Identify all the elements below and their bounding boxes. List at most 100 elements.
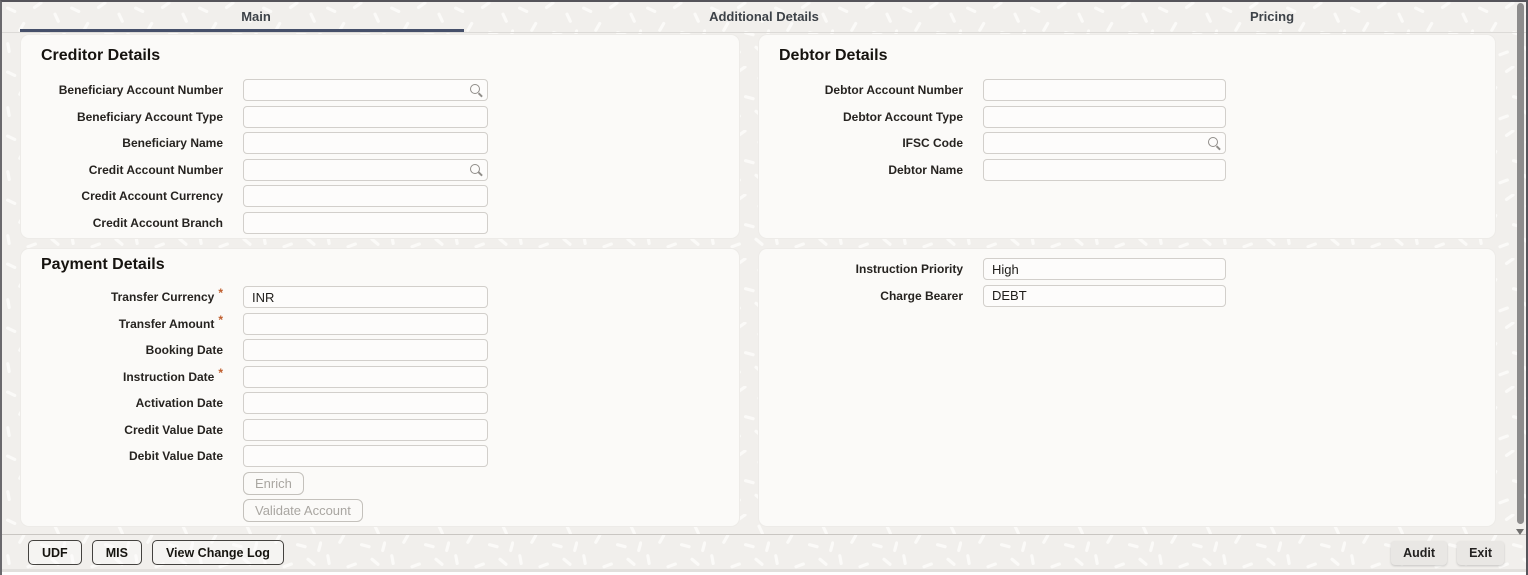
field-label: Instruction Date * [122, 365, 223, 384]
field-label: Transfer Amount * [118, 312, 223, 331]
field-input-wrap [243, 211, 488, 234]
field-input-wrap [983, 132, 1226, 154]
field-input[interactable] [243, 286, 488, 308]
field-input-wrap [243, 132, 488, 154]
field-row: Activation Date* [21, 392, 739, 414]
field-input-wrap [983, 258, 1226, 280]
field-label: Credit Account Number* [88, 162, 223, 177]
field-label: Beneficiary Account Type* [76, 109, 223, 124]
field-row: Instruction Date * [21, 365, 739, 388]
field-input-wrap [243, 158, 488, 181]
field-label: Instruction Priority* [855, 262, 963, 276]
required-asterisk: * [218, 312, 223, 327]
udf-button[interactable]: UDF [28, 540, 82, 565]
field-row: Beneficiary Account Type* [21, 105, 739, 128]
bottom-strip [2, 569, 1526, 572]
field-row: Booking Date* [21, 339, 739, 361]
field-input-wrap [243, 418, 488, 441]
field-label: Beneficiary Name* [122, 136, 223, 150]
field-row: Credit Account Number* [21, 158, 739, 181]
field-input-wrap [243, 312, 488, 335]
payment-fields: Transfer Currency* Transfer Amount* Book… [21, 286, 739, 472]
field-row: Credit Account Branch* [21, 211, 739, 234]
field-input[interactable] [983, 79, 1226, 101]
field-row: Debtor Account Type* [759, 105, 1495, 128]
search-icon[interactable] [1208, 137, 1218, 147]
field-label: Debtor Account Type* [842, 109, 963, 124]
field-input[interactable] [243, 445, 488, 467]
tab-bar: Main Additional Details Pricing [2, 2, 1526, 32]
search-icon[interactable] [470, 163, 480, 174]
enrich-button[interactable]: Enrich [243, 472, 304, 495]
field-input[interactable] [983, 132, 1226, 154]
mis-button[interactable]: MIS [91, 540, 142, 565]
field-row: Charge Bearer* [759, 284, 1495, 307]
field-label: Credit Account Currency* [81, 189, 223, 203]
field-input[interactable] [243, 132, 488, 154]
field-row: Debtor Name* [759, 158, 1495, 181]
field-input[interactable] [983, 258, 1226, 280]
chevron-down-icon[interactable] [1516, 529, 1524, 535]
field-input-wrap [243, 392, 488, 414]
field-input-wrap [983, 158, 1226, 181]
field-label: Booking Date* [145, 343, 223, 357]
field-input-wrap [243, 339, 488, 361]
field-row: Debit Value Date* [21, 445, 739, 467]
footer-left-buttons: UDF MIS View Change Log [28, 540, 284, 565]
debtor-fields: Debtor Account Number* Debtor Account Ty… [759, 79, 1495, 185]
validate-account-button[interactable]: Validate Account [243, 499, 363, 522]
field-input[interactable] [243, 365, 488, 388]
field-row: Transfer Amount * [21, 312, 739, 335]
field-input[interactable] [243, 158, 488, 181]
field-input[interactable] [243, 339, 488, 361]
tab-pricing[interactable]: Pricing [1249, 9, 1295, 24]
exit-button[interactable]: Exit [1457, 541, 1504, 565]
field-input[interactable] [983, 284, 1226, 307]
tab-additional-details[interactable]: Additional Details [709, 9, 819, 24]
field-label: IFSC Code* [902, 136, 963, 150]
active-tab-indicator [20, 29, 464, 32]
field-input[interactable] [243, 312, 488, 335]
required-asterisk: * [218, 286, 223, 300]
required-asterisk: * [218, 365, 223, 380]
creditor-details-panel: Creditor Details Beneficiary Account Num… [20, 34, 740, 239]
vertical-scrollbar-thumb[interactable] [1517, 3, 1524, 524]
field-input[interactable] [243, 105, 488, 128]
field-input-wrap [243, 185, 488, 207]
creditor-fields: Beneficiary Account Number* Beneficiary … [21, 79, 739, 238]
instruction-details-panel: Instruction Priority* Charge Bearer* [758, 248, 1496, 527]
field-label: Debtor Name* [888, 162, 963, 177]
field-input-wrap [243, 365, 488, 388]
instruction-fields: Instruction Priority* Charge Bearer* [759, 258, 1495, 311]
field-input[interactable] [243, 185, 488, 207]
field-input[interactable] [243, 211, 488, 234]
field-input[interactable] [983, 105, 1226, 128]
payment-action-buttons: Enrich Validate Account [243, 472, 363, 526]
field-input[interactable] [243, 418, 488, 441]
field-row: Credit Account Currency* [21, 185, 739, 207]
field-input-wrap [243, 445, 488, 467]
tab-divider [2, 32, 1526, 33]
field-label: Debtor Account Number* [824, 83, 963, 97]
field-input[interactable] [983, 158, 1226, 181]
debtor-details-panel: Debtor Details Debtor Account Number* De… [758, 34, 1496, 239]
field-input-wrap [983, 284, 1226, 307]
field-row: Instruction Priority* [759, 258, 1495, 280]
audit-button[interactable]: Audit [1391, 541, 1448, 565]
search-icon[interactable] [470, 84, 480, 94]
section-title: Debtor Details [779, 47, 888, 64]
field-row: IFSC Code* [759, 132, 1495, 154]
field-input[interactable] [243, 392, 488, 414]
field-label: Charge Bearer* [880, 288, 963, 303]
field-input[interactable] [243, 79, 488, 101]
field-label: Debit Value Date* [128, 449, 223, 463]
view-change-log-button[interactable]: View Change Log [151, 540, 284, 565]
footer-bar: UDF MIS View Change Log Audit Exit [2, 535, 1526, 569]
footer-divider [2, 534, 1526, 535]
footer-right-buttons: Audit Exit [1391, 541, 1504, 565]
field-row: Beneficiary Account Number* [21, 79, 739, 101]
field-row: Transfer Currency * [21, 286, 739, 308]
tab-main[interactable]: Main [241, 9, 271, 24]
payment-details-panel: Payment Details Transfer Currency* Trans… [20, 248, 740, 527]
